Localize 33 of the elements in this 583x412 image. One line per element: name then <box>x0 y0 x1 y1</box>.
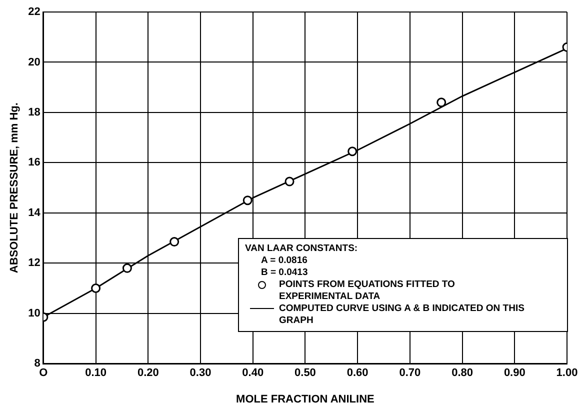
point <box>91 284 101 294</box>
x-tick-label: 0.10 <box>85 367 107 380</box>
x-axis-title: MOLE FRACTION ANILINE <box>236 393 374 406</box>
x-tick-label: O <box>39 367 48 380</box>
x-tick-label: 0.20 <box>137 367 159 380</box>
point <box>348 146 358 156</box>
x-tick-label: 1.00 <box>556 367 578 380</box>
x-tick-label: 0.30 <box>190 367 212 380</box>
point <box>170 237 180 247</box>
y-tick-label: 20 <box>28 56 40 68</box>
x-tick-label: 0.60 <box>346 367 368 380</box>
y-tick-label: 14 <box>28 206 42 219</box>
point <box>122 263 132 273</box>
x-tick-label: 0.50 <box>294 367 316 380</box>
y-tick-label: 12 <box>28 257 40 270</box>
y-tick-label: 10 <box>28 307 40 320</box>
x-tick-label: 0.40 <box>242 367 264 380</box>
x-tick-label: 0.80 <box>452 367 473 380</box>
y-tick-label: 8 <box>34 358 40 370</box>
y-tick-label: 18 <box>28 106 40 118</box>
annotation: B = 0.0413 <box>261 266 308 279</box>
x-tick-label: 0.70 <box>399 367 421 380</box>
annotation: A = 0.0816 <box>261 254 308 267</box>
y-tick-label: 22 <box>28 6 40 18</box>
point <box>284 176 294 186</box>
legend-title: VAN LAAR CONSTANTS: <box>245 242 358 255</box>
point <box>242 196 252 206</box>
y-axis-title: ABSOLUTE PRESSURE, mm Hg. <box>8 102 21 274</box>
legend-label: POINTS FROM EQUATIONS FITTED TO EXPERIMENTAL DATA <box>279 278 456 303</box>
point <box>436 98 446 108</box>
x-tick-label: 0.90 <box>504 367 526 380</box>
y-tick-label: 16 <box>28 156 40 169</box>
legend-label: COMPUTED CURVE USING A & B INDICATED ON THIS GRAPH <box>279 302 526 327</box>
